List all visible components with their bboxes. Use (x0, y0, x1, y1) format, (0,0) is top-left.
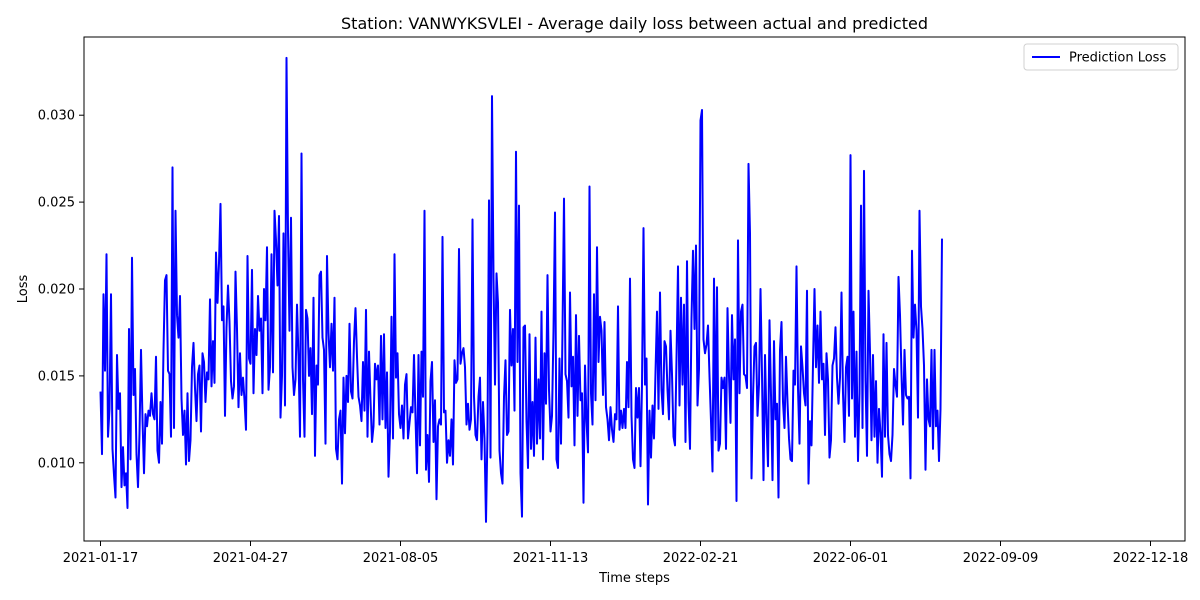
y-axis-ticks: 0.010 0.015 0.020 0.025 0.030 (38, 109, 84, 471)
y-tick-label: 0.030 (38, 109, 75, 124)
x-tick-label: 2022-06-01 (813, 551, 889, 566)
legend-box (1023, 43, 1179, 71)
x-tick-label: 2022-09-09 (963, 551, 1039, 566)
x-tick-label: 2022-02-21 (663, 551, 739, 566)
series-line-prediction-loss (99, 56, 943, 523)
x-tick-label: 2021-01-17 (63, 551, 139, 566)
x-axis-ticks: 2021-01-17 2021-04-27 2021-08-05 2021-11-13… (63, 541, 1189, 566)
x-tick-label: 2021-04-27 (213, 551, 289, 566)
chart-title: Station: VANWYKSVLEI - Average daily los… (341, 14, 928, 33)
x-tick-label: 2021-08-05 (363, 551, 439, 566)
x-tick-label: 2022-12-18 (1113, 551, 1189, 566)
x-tick-label: 2021-11-13 (513, 551, 589, 566)
y-tick-label: 0.010 (38, 456, 75, 471)
plot-frame (83, 36, 1186, 542)
y-tick-label: 0.025 (38, 196, 75, 211)
y-tick-label: 0.020 (38, 283, 75, 298)
legend-entry-prediction-loss: Prediction Loss (1069, 51, 1166, 66)
series-layer (99, 56, 943, 523)
x-axis-label: Time steps (598, 571, 670, 586)
y-tick-label: 0.015 (38, 369, 75, 384)
y-axis-label: Loss (16, 275, 31, 304)
legend: Prediction Loss (1023, 43, 1179, 71)
